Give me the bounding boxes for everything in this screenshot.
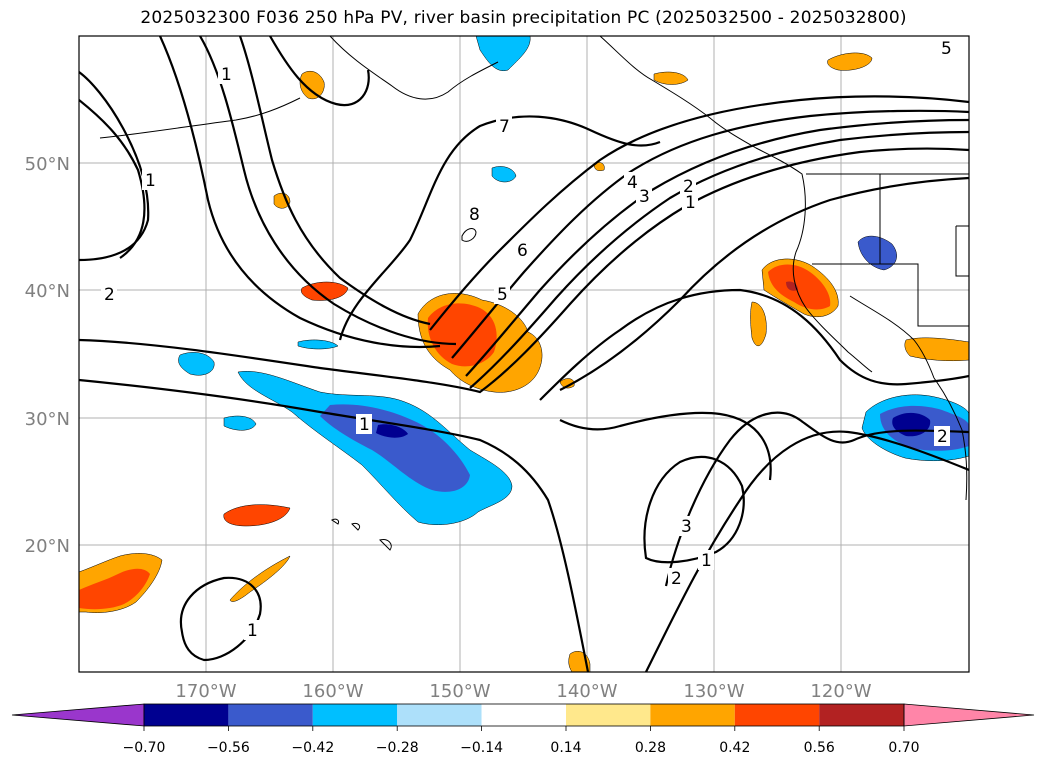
- contour-label: 4: [627, 173, 638, 193]
- neg-region-nevada: [857, 235, 897, 271]
- contour-label: 2: [683, 177, 694, 197]
- pos-region-hw-core: [79, 568, 150, 610]
- colorbar-tick-label: −0.70: [123, 740, 166, 756]
- pos-region-small-3: [229, 555, 291, 602]
- colorbar-tick-label: 0.42: [719, 740, 750, 756]
- pv-contour-central-7: [338, 115, 661, 341]
- contour-labels: 1 1 2 7 8 6 5 4 3 2 1 1 3 2: [101, 38, 954, 641]
- colorbar-bin: [144, 704, 229, 726]
- lat-label: 30°N: [25, 409, 70, 430]
- lon-label: 140°W: [556, 681, 617, 702]
- contour-label: 1: [221, 65, 232, 85]
- contour-label: 1: [685, 193, 696, 213]
- contour-label: 5: [941, 39, 952, 59]
- neg-region-north: [475, 36, 531, 72]
- pos-region-ca-core: [768, 264, 831, 310]
- positive-precip-regions: [79, 52, 969, 672]
- neg-region-min: [376, 424, 408, 438]
- pos-region-small-9: [904, 337, 969, 362]
- lon-label: 160°W: [302, 681, 363, 702]
- longitude-labels: 170°W 160°W 150°W 140°W 130°W 120°W: [175, 681, 871, 702]
- contour-label: 8: [469, 205, 480, 225]
- pv-contour-subtrop-1: [645, 430, 969, 672]
- neg-region-small-1: [178, 352, 215, 376]
- neg-region-small-2: [223, 415, 257, 431]
- pos-region-small-11: [559, 378, 575, 389]
- pos-region-np-core: [427, 303, 497, 367]
- pv-contour-3: [469, 130, 969, 389]
- contour-label: 7: [499, 117, 510, 137]
- pos-region-small-8: [750, 301, 767, 346]
- pos-region-small-6: [827, 52, 873, 71]
- contour-label: 1: [247, 621, 258, 641]
- pos-region-small-12: [593, 162, 605, 171]
- colorbar-extend-left: [11, 703, 145, 727]
- lat-label: 50°N: [25, 154, 70, 175]
- contour-label: 2: [104, 285, 115, 305]
- pv-contour-trough-west-2: [199, 36, 457, 346]
- colorbar-tick-label: −0.28: [376, 740, 419, 756]
- lon-label: 120°W: [810, 681, 871, 702]
- neg-region-small-4: [491, 166, 517, 183]
- colorbar-tick-label: −0.56: [207, 740, 250, 756]
- colorbar-bin: [397, 704, 482, 726]
- pv-contour-1b: [559, 176, 969, 391]
- pv-contour-subtrop-2: [664, 411, 969, 587]
- pv-contours: [79, 36, 969, 672]
- pos-region-small-7: [653, 71, 689, 85]
- pv-contour-inner-loop: [539, 288, 969, 401]
- pv-contour-6: [429, 95, 969, 331]
- pv-contour-7: [269, 36, 370, 107]
- colorbar-bin: [819, 704, 904, 726]
- colorbar-tick-label: −0.14: [460, 740, 503, 756]
- map-frame: [78, 35, 970, 673]
- contour-label: 1: [359, 415, 370, 435]
- pv-contour-trough-west-1: [158, 36, 441, 349]
- contour-label: 6: [517, 241, 528, 261]
- colorbar-tick-label: 0.28: [635, 740, 666, 756]
- pv-contour-south-deep: [559, 411, 772, 481]
- colorbar-bin: [734, 704, 820, 726]
- colorbar-bin: [312, 704, 398, 726]
- lon-label: 130°W: [683, 681, 744, 702]
- colorbar-bin: [650, 704, 735, 726]
- colorbar-bin: [481, 704, 566, 726]
- latitude-labels: 50°N 40°N 30°N 20°N: [25, 154, 70, 557]
- contour-label: 5: [497, 285, 508, 305]
- colorbar-tick-label: 0.70: [888, 740, 919, 756]
- pos-region-small-2: [223, 504, 291, 527]
- page-title: 2025032300 F036 250 hPa PV, river basin …: [140, 8, 907, 28]
- lat-label: 40°N: [25, 281, 70, 302]
- colorbar-extend-right: [903, 703, 1035, 727]
- contour-label: 1: [145, 171, 156, 191]
- pv-contour-trough-west-3: [238, 36, 431, 326]
- contour-label: 2: [671, 569, 682, 589]
- neg-region-small-3: [297, 339, 339, 350]
- pv-contour-1: [79, 378, 590, 672]
- colorbar-ticks: [143, 726, 905, 731]
- colorbar-bin: [228, 704, 313, 726]
- pv-contour-4: [465, 118, 969, 377]
- lat-label: 20°N: [25, 536, 70, 557]
- pv-contour-ridge-2: [79, 99, 146, 259]
- colorbar-tick-label: 0.56: [804, 740, 835, 756]
- pv-contour-hawaii-loop: [179, 576, 262, 662]
- colorbar-tick-label: 0.14: [550, 740, 581, 756]
- contour-label: 1: [701, 551, 712, 571]
- colorbar-bin: [566, 704, 651, 726]
- colorbar: −0.70 −0.56 −0.42 −0.28 −0.14 0.14 0.28 …: [11, 703, 1035, 756]
- colorbar-tick-label: −0.42: [291, 740, 334, 756]
- pos-region-small-4: [299, 71, 325, 100]
- pv-contour-2: [79, 147, 969, 394]
- contour-label: 2: [937, 427, 948, 447]
- contour-label: 3: [639, 187, 650, 207]
- lon-label: 170°W: [175, 681, 236, 702]
- contour-label: 3: [681, 517, 692, 537]
- lon-label: 150°W: [429, 681, 490, 702]
- colorbar-frame: [143, 703, 905, 727]
